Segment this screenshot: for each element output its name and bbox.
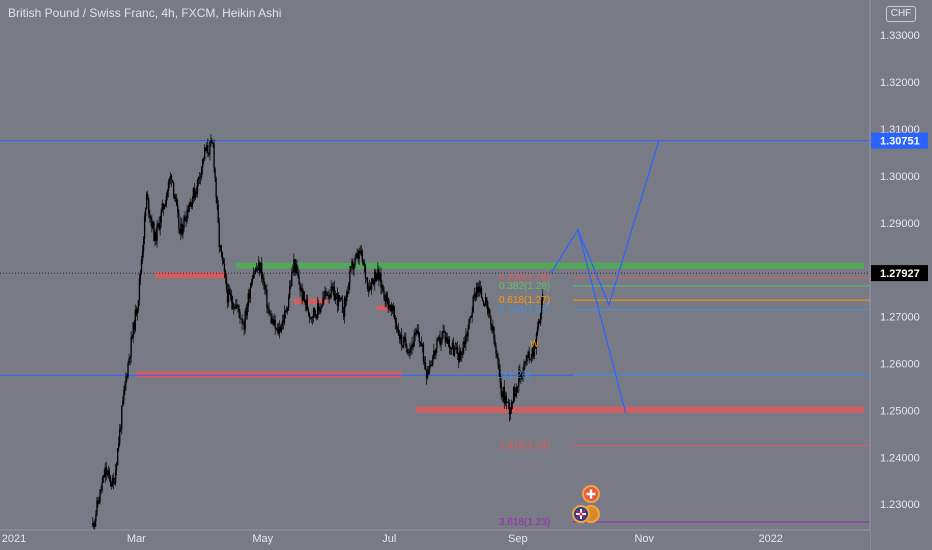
supply-zone	[376, 305, 394, 311]
support-zone	[136, 371, 402, 378]
price-tick-label: 1.27000	[880, 312, 920, 324]
price-tick-label: 1.25000	[880, 405, 920, 417]
projection-path	[550, 140, 660, 307]
fib-label: 1(1.26)	[499, 370, 531, 381]
event-icons-layer[interactable]	[572, 485, 600, 523]
price-badge	[871, 132, 928, 149]
fib-levels-layer: 0.236(1.28)0.382(1.28) 0.618(1.27)0.786(1…	[499, 273, 870, 528]
time-tick-label: Jul	[382, 533, 396, 545]
projection-path-alt	[577, 229, 627, 413]
time-tick-label: Sep	[508, 533, 528, 545]
candles-layer	[92, 134, 544, 533]
candle-bodies	[92, 140, 544, 527]
fib-label: 0.618(1.27)	[499, 295, 550, 306]
price-tick-label: 1.29000	[880, 218, 920, 230]
markers-layer: W	[530, 339, 539, 349]
time-tick-label: 2022	[758, 533, 782, 545]
price-badge-label: 1.27927	[880, 268, 920, 280]
support-zone	[416, 406, 864, 413]
time-tick-label: Mar	[127, 533, 146, 545]
fib-label: 0.382(1.28)	[499, 281, 550, 292]
supply-zone	[154, 272, 228, 279]
fib-label: 3.618(1.23)	[499, 517, 550, 528]
fib-label: 0.786(1.27)	[499, 305, 550, 316]
projection-layer	[550, 140, 660, 413]
supply-zone	[293, 298, 328, 304]
time-axis[interactable]: 2021 Mar May Jul Sep Nov 2022	[0, 529, 870, 550]
resistance-zone	[235, 262, 864, 269]
price-tick-label: 1.23000	[880, 499, 920, 511]
time-tick-label: May	[252, 533, 273, 545]
price-axis[interactable]: 1.330001.320001.310001.300001.290001.280…	[869, 0, 932, 550]
time-tick-label: Nov	[634, 533, 654, 545]
price-tick-label: 1.30000	[880, 171, 920, 183]
pattern-marker: W	[530, 339, 539, 349]
fib-label: 0.236(1.28)	[499, 273, 550, 284]
price-badge	[871, 265, 928, 282]
flag-icon[interactable]	[572, 505, 590, 523]
fib-label: 1.618(1.24)	[499, 441, 550, 452]
time-tick-label: 2021	[2, 533, 26, 545]
chart-title: British Pound / Swiss Franc, 4h, FXCM, H…	[8, 6, 282, 20]
price-tick-label: 1.26000	[880, 358, 920, 370]
flag-icon[interactable]	[582, 485, 600, 503]
price-badge-label: 1.30751	[880, 136, 920, 148]
price-tick-label: 1.33000	[880, 30, 920, 42]
time-axis-background	[0, 530, 870, 550]
zones-layer	[136, 262, 864, 413]
price-tick-label: 1.32000	[880, 77, 920, 89]
currency-badge[interactable]: CHF	[886, 6, 916, 22]
price-tick-label: 1.24000	[880, 452, 920, 464]
